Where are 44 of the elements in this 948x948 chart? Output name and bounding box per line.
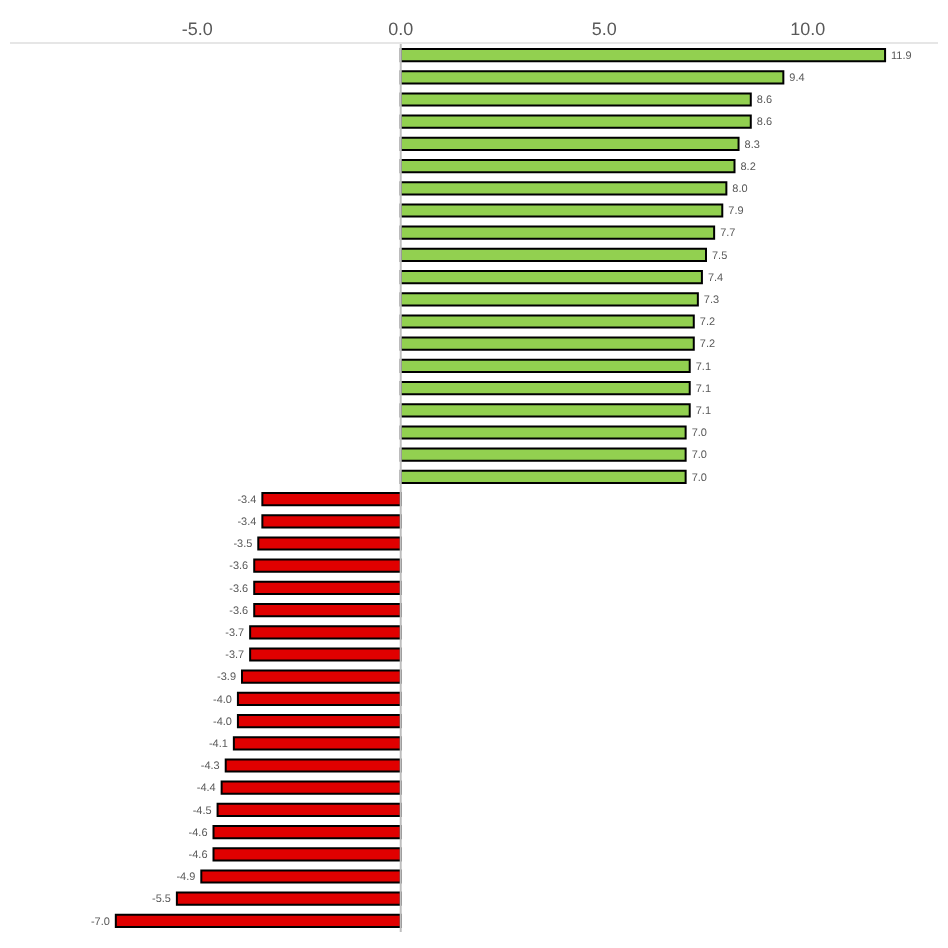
bar xyxy=(399,358,691,373)
bar xyxy=(220,780,402,795)
bar xyxy=(261,492,402,507)
bar xyxy=(253,580,402,595)
x-tick-label: 10.0 xyxy=(790,18,826,39)
x-tick-label: 5.0 xyxy=(591,18,617,39)
bar xyxy=(175,891,402,906)
bar xyxy=(399,48,887,63)
bar xyxy=(399,203,724,218)
bar xyxy=(212,825,402,840)
bar xyxy=(200,869,402,884)
bar xyxy=(399,314,695,329)
bar xyxy=(232,736,402,751)
bar xyxy=(253,603,402,618)
bar xyxy=(399,447,687,462)
bar xyxy=(249,647,402,662)
bar xyxy=(261,514,402,529)
x-tick-label: -5.0 xyxy=(181,18,213,39)
bar xyxy=(399,336,695,351)
bar xyxy=(399,181,728,196)
bar xyxy=(399,70,785,85)
bar xyxy=(236,691,402,706)
bar xyxy=(399,270,703,285)
bar xyxy=(224,758,402,773)
bar xyxy=(399,247,707,262)
bar xyxy=(399,225,716,240)
bar xyxy=(399,136,740,151)
bar xyxy=(236,714,402,729)
bar xyxy=(399,292,699,307)
bar xyxy=(399,381,691,396)
bar xyxy=(257,536,402,551)
bar xyxy=(399,92,752,107)
bar xyxy=(241,669,402,684)
bar xyxy=(399,159,736,174)
bar xyxy=(249,625,402,640)
bar xyxy=(399,425,687,440)
bar xyxy=(114,913,402,928)
bar xyxy=(216,802,402,817)
bar xyxy=(399,403,691,418)
bar xyxy=(212,847,402,862)
x-tick-label: 0.0 xyxy=(388,18,414,39)
bar xyxy=(253,558,402,573)
bar xyxy=(399,114,752,129)
bar xyxy=(399,469,687,484)
